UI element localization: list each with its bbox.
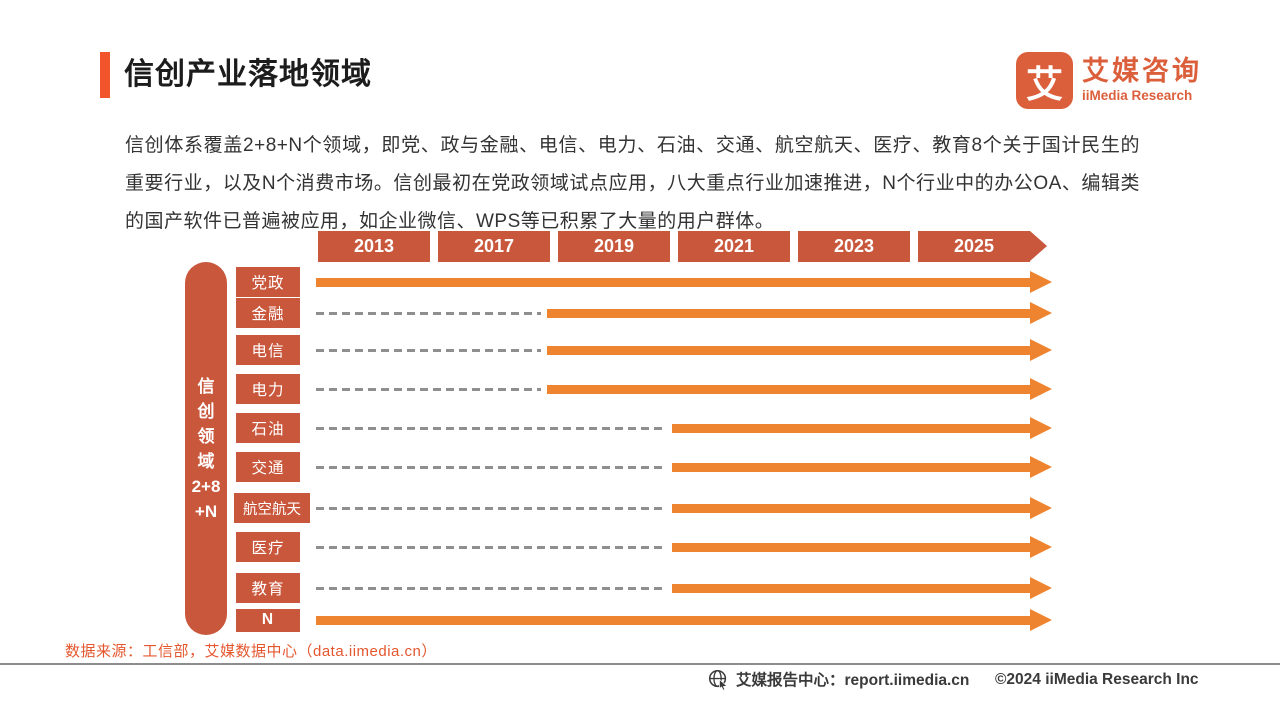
adoption-arrow-body: [672, 542, 1030, 552]
footer-report-center: 艾媒报告中心：report.iimedia.cn: [708, 668, 969, 690]
adoption-arrow-body: [316, 277, 1030, 287]
row-label: 电力: [236, 374, 300, 404]
logo-name-en: iiMedia Research: [1082, 88, 1193, 104]
adoption-arrow-body: [672, 503, 1030, 513]
adoption-arrow-body: [547, 345, 1030, 355]
row-label: 教育: [236, 573, 300, 603]
axis-group-label-line: 创: [197, 401, 215, 421]
row-label: 电信: [236, 335, 300, 365]
adoption-arrow-head: [1030, 456, 1052, 478]
adoption-arrow-head: [1030, 609, 1052, 631]
globe-cursor-icon: [708, 669, 729, 690]
axis-group-label-line: 领: [197, 426, 215, 446]
row-label: 石油: [236, 413, 300, 443]
pre-adoption-dashed-line: [316, 506, 666, 510]
year-label: 2021: [678, 231, 790, 262]
pre-adoption-dashed-line: [316, 387, 541, 391]
footer-copyright: ©2024 iiMedia Research Inc: [995, 671, 1199, 688]
axis-group-label-line: 域: [197, 451, 215, 471]
adoption-arrow-head: [1030, 497, 1052, 519]
adoption-arrow-body: [547, 384, 1030, 394]
adoption-arrow-head: [1030, 378, 1052, 400]
year-label: 2023: [798, 231, 910, 262]
row-label: 医疗: [236, 532, 300, 562]
row-label: 金融: [236, 298, 300, 328]
year-arrow-tip: [1030, 231, 1047, 261]
intro-paragraph: 信创体系覆盖2+8+N个领域，即党、政与金融、电信、电力、石油、交通、航空航天、…: [125, 135, 1140, 232]
title-accent-bar: [100, 52, 110, 98]
axis-group-label: 信创领域 2+8 +N: [185, 262, 227, 635]
data-source-note: 数据来源：工信部，艾媒数据中心（data.iimedia.cn）: [65, 643, 437, 660]
adoption-arrow-body: [672, 583, 1030, 593]
year-label: 2019: [558, 231, 670, 262]
pre-adoption-dashed-line: [316, 311, 541, 315]
adoption-arrow-body: [672, 462, 1030, 472]
row-label: 航空航天: [234, 493, 310, 523]
adoption-arrow-head: [1030, 271, 1052, 293]
page-title: 信创产业落地领域: [124, 58, 372, 91]
footer-report-center-text: 艾媒报告中心：report.iimedia.cn: [736, 672, 970, 689]
year-label: 2013: [318, 231, 430, 262]
axis-group-label-line: 2+8: [191, 476, 221, 496]
pre-adoption-dashed-line: [316, 465, 666, 469]
iimedia-logo-icon: 艾: [1016, 52, 1073, 109]
pre-adoption-dashed-line: [316, 545, 666, 549]
pre-adoption-dashed-line: [316, 586, 666, 590]
row-label: 交通: [236, 452, 300, 482]
adoption-arrow-body: [672, 423, 1030, 433]
adoption-arrow-body: [316, 615, 1030, 625]
adoption-arrow-head: [1030, 302, 1052, 324]
pre-adoption-dashed-line: [316, 426, 666, 430]
iimedia-logo-text: 艾媒咨询 iiMedia Research: [1082, 58, 1202, 103]
adoption-arrow-body: [547, 308, 1030, 318]
logo-name-cn: 艾媒咨询: [1082, 56, 1202, 87]
axis-group-label-line: 信: [197, 376, 215, 396]
adoption-arrow-head: [1030, 339, 1052, 361]
adoption-arrow-head: [1030, 577, 1052, 599]
year-label: 2025: [918, 231, 1047, 262]
iimedia-logo: 艾 艾媒咨询 iiMedia Research: [1016, 52, 1202, 109]
row-label: 党政: [236, 267, 300, 297]
year-label: 2017: [438, 231, 550, 262]
adoption-arrow-head: [1030, 536, 1052, 558]
adoption-arrow-head: [1030, 417, 1052, 439]
row-label: N: [236, 608, 300, 632]
axis-group-label-line: +N: [194, 501, 218, 521]
pre-adoption-dashed-line: [316, 348, 541, 352]
footer-divider: [0, 663, 1280, 665]
